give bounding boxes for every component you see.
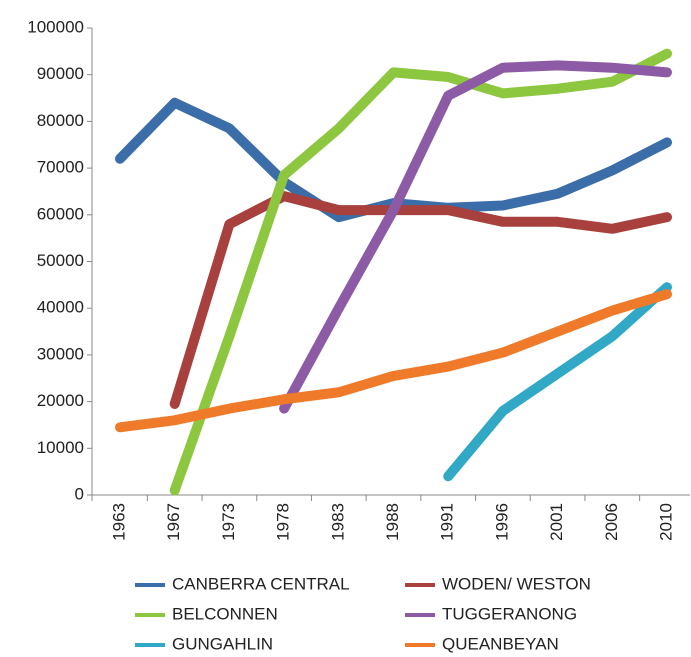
series-line [443,282,672,482]
y-tick-label: 50000 [37,251,84,270]
y-tick-label: 80000 [37,111,84,130]
y-tick-label: 0 [75,484,84,503]
x-tick-label: 1988 [383,503,402,541]
legend-label: WODEN/ WESTON [442,574,591,593]
y-tick-label: 100000 [27,17,84,36]
y-tick-label: 20000 [37,391,84,410]
y-tick-label: 30000 [37,344,84,363]
series-line [115,289,672,433]
legend-label: QUEANBEYAN [442,634,559,653]
x-tick-label: 2010 [656,503,675,541]
series-line [169,48,672,496]
legend-label: BELCONNEN [172,604,278,623]
x-tick-label: 1996 [492,503,511,541]
y-tick-label: 70000 [37,158,84,177]
series-line [169,191,672,409]
legend-label: GUNGAHLIN [172,634,273,653]
y-tick-label: 90000 [37,64,84,83]
x-tick-label: 1991 [438,503,457,541]
x-tick-label: 1973 [219,503,238,541]
y-tick-label: 10000 [37,438,84,457]
x-tick-label: 1967 [164,503,183,541]
y-tick-label: 40000 [37,298,84,317]
y-tick-label: 60000 [37,204,84,223]
legend-label: TUGGERANONG [442,604,577,623]
legend-label: CANBERRA CENTRAL [172,574,350,593]
series-line [279,60,672,414]
x-tick-label: 1983 [328,503,347,541]
x-tick-label: 2006 [602,503,621,541]
x-tick-label: 2001 [547,503,566,541]
x-tick-label: 1963 [109,503,128,541]
x-tick-label: 1978 [274,503,293,541]
